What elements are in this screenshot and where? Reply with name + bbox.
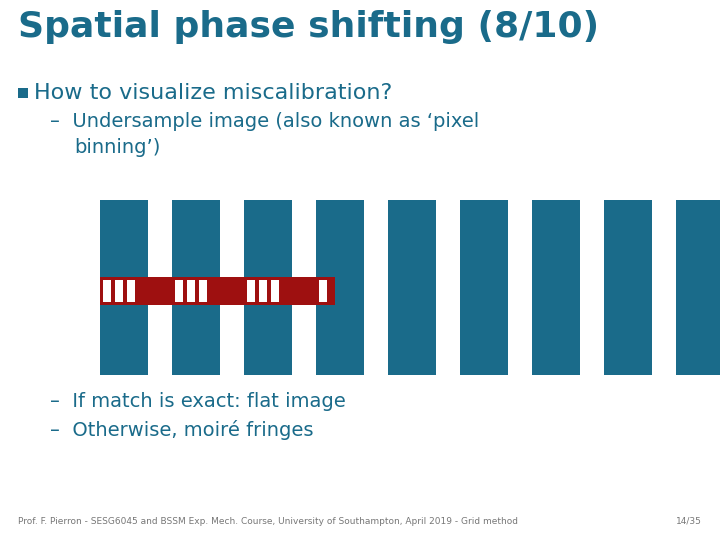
- Text: 14/35: 14/35: [676, 517, 702, 526]
- Bar: [244, 200, 292, 375]
- Bar: [316, 200, 364, 375]
- Bar: [100, 200, 148, 375]
- Bar: [247, 280, 255, 302]
- Bar: [103, 280, 111, 302]
- Bar: [187, 280, 195, 302]
- Bar: [127, 280, 135, 302]
- Bar: [460, 200, 508, 375]
- Text: How to visualize miscalibration?: How to visualize miscalibration?: [34, 83, 392, 103]
- Bar: [199, 280, 207, 302]
- Bar: [187, 280, 195, 302]
- Bar: [199, 280, 207, 302]
- Bar: [271, 280, 279, 302]
- Bar: [115, 280, 123, 302]
- Bar: [127, 280, 135, 302]
- Bar: [115, 280, 123, 302]
- Bar: [604, 200, 652, 375]
- Bar: [172, 200, 220, 375]
- Text: Spatial phase shifting (8/10): Spatial phase shifting (8/10): [18, 10, 599, 44]
- Bar: [247, 280, 255, 302]
- Bar: [676, 200, 720, 375]
- Bar: [18, 88, 28, 98]
- Bar: [319, 280, 327, 302]
- Text: –  If match is exact: flat image: – If match is exact: flat image: [50, 392, 346, 411]
- Bar: [532, 200, 580, 375]
- Bar: [103, 280, 111, 302]
- Bar: [259, 280, 267, 302]
- Text: binning’): binning’): [74, 138, 161, 157]
- Text: Prof. F. Pierron - SESG6045 and BSSM Exp. Mech. Course, University of Southampto: Prof. F. Pierron - SESG6045 and BSSM Exp…: [18, 517, 518, 526]
- Bar: [175, 280, 183, 302]
- Text: –  Otherwise, moiré fringes: – Otherwise, moiré fringes: [50, 420, 313, 440]
- Bar: [100, 277, 335, 305]
- Bar: [388, 200, 436, 375]
- Bar: [319, 280, 327, 302]
- Text: –  Undersample image (also known as ‘pixel: – Undersample image (also known as ‘pixe…: [50, 112, 480, 131]
- Bar: [175, 280, 183, 302]
- Bar: [271, 280, 279, 302]
- Bar: [259, 280, 267, 302]
